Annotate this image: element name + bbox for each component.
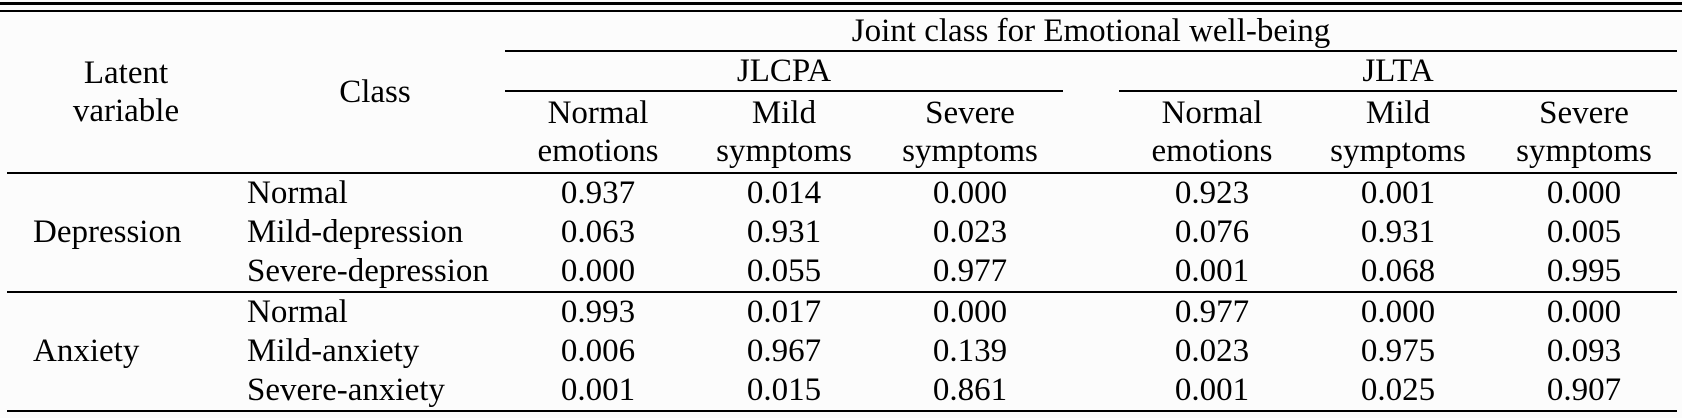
subcolumn-line2: symptoms [716,133,852,169]
table-row-depression-mild: Mild-depression 0.063 0.931 0.023 0.076 … [7,213,1677,252]
class-cell: Normal [247,294,348,330]
joint-class-probability-table: Latent variable Class Joint class for Em… [7,12,1677,412]
value-cell: 0.001 [1119,371,1305,412]
latent-variable-header: Latent variable [7,12,245,174]
value-cell: 0.001 [1119,252,1305,293]
subcolumn-line1: Mild [751,95,817,131]
value-cell: 0.000 [1546,294,1622,330]
value-cell: 0.907 [1491,371,1677,412]
method-header-gap [1063,51,1119,91]
value-cell: 0.000 [1360,294,1436,330]
jlcpa-severe-symptoms-header: Severe symptoms [877,91,1063,174]
class-cell: Mild-depression [247,214,464,250]
value-cell: 0.005 [1546,214,1622,250]
value-cell: 0.093 [1546,333,1622,369]
value-cell: 0.023 [932,214,1008,250]
joint-class-header-row: Latent variable Class Joint class for Em… [7,12,1677,174]
value-cell: 0.001 [1360,175,1436,211]
value-cell: 0.975 [1360,333,1436,369]
latent-variable-header-line1: Latent [83,55,169,91]
column-gap [1063,332,1119,371]
latent-variable-cell-depression: Depression [7,173,245,293]
value-cell: 0.014 [746,175,822,211]
value-cell: 0.993 [560,294,636,330]
class-header: Class [245,12,505,174]
column-gap [1063,371,1119,412]
latent-variable-header-line2: variable [72,93,180,129]
column-gap [1063,292,1119,332]
value-cell: 0.076 [1174,214,1250,250]
subcolumn-line1: Mild [1365,95,1431,131]
value-cell: 0.063 [560,214,636,250]
class-cell: Severe-anxiety [245,371,505,412]
value-cell: 0.995 [1491,252,1677,293]
jlta-mild-symptoms-header: Mild symptoms [1305,91,1491,174]
latent-variable-cell-anxiety: Anxiety [7,292,245,412]
subcolumn-line2: emotions [537,133,659,169]
class-cell: Severe-depression [245,252,505,293]
subcolumn-header-gap [1063,91,1119,174]
table-row-anxiety-normal: Anxiety Normal 0.993 0.017 0.000 0.977 0… [7,292,1677,412]
method-header-row: JLCPA JLTA [7,51,1677,92]
value-cell: 0.931 [1360,214,1436,250]
subcolumn-line1: Normal [547,95,649,131]
subcolumn-line2: emotions [1151,133,1273,169]
jlcpa-header: JLCPA [505,51,1063,92]
value-cell: 0.055 [691,252,877,293]
jlta-normal-emotions-header: Normal emotions [1119,91,1305,174]
subcolumn-line2: symptoms [902,133,1038,169]
value-cell: 0.017 [746,294,822,330]
value-cell: 0.923 [1174,175,1250,211]
class-cell: Normal [247,175,348,211]
column-gap [1063,213,1119,252]
subcolumn-line1: Severe [1539,95,1629,131]
value-cell: 0.023 [1174,333,1250,369]
table-row-anxiety-mild: Mild-anxiety 0.006 0.967 0.139 0.023 0.9… [7,332,1677,371]
value-cell: 0.000 [1546,175,1622,211]
value-cell: 0.025 [1305,371,1491,412]
jlcpa-mild-symptoms-header: Mild symptoms [691,91,877,174]
value-cell: 0.000 [932,175,1008,211]
value-cell: 0.967 [746,333,822,369]
subcolumn-line2: symptoms [1330,133,1466,169]
value-cell: 0.001 [505,371,691,412]
class-cell: Mild-anxiety [247,333,420,369]
subcolumn-line2: symptoms [1516,133,1652,169]
subcolumn-line1: Severe [925,95,1015,131]
column-gap [1063,252,1119,293]
value-cell: 0.931 [746,214,822,250]
value-cell: 0.977 [1174,294,1250,330]
value-cell: 0.068 [1305,252,1491,293]
value-cell: 0.139 [932,333,1008,369]
column-gap [1063,173,1119,213]
table-top-double-rule [0,2,1682,12]
value-cell: 0.861 [877,371,1063,412]
value-cell: 0.937 [560,175,636,211]
subcolumn-line1: Normal [1161,95,1263,131]
jlcpa-normal-emotions-header: Normal emotions [505,91,691,174]
joint-class-header: Joint class for Emotional well-being [505,12,1677,52]
value-cell: 0.000 [932,294,1008,330]
table-row-depression-severe: Severe-depression 0.000 0.055 0.977 0.00… [7,252,1677,293]
jlta-severe-symptoms-header: Severe symptoms [1491,91,1677,174]
value-cell: 0.000 [505,252,691,293]
jlta-header: JLTA [1119,51,1677,92]
table-row-anxiety-severe: Severe-anxiety 0.001 0.015 0.861 0.001 0… [7,371,1677,412]
value-cell: 0.006 [560,333,636,369]
subcolumn-header-row: Normal emotions Mild symptoms Severe sym… [7,91,1677,174]
value-cell: 0.977 [877,252,1063,293]
value-cell: 0.015 [691,371,877,412]
table-row-depression-normal: Depression Normal 0.937 0.014 0.000 0.92… [7,173,1677,293]
